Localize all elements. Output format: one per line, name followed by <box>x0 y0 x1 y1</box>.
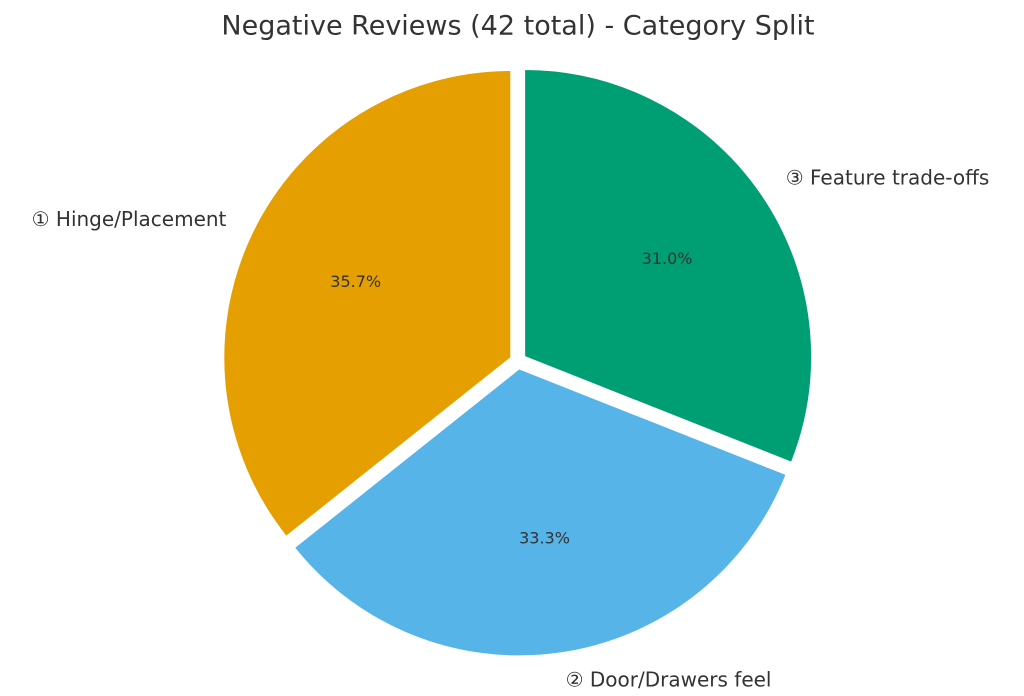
category-label: ③ Feature trade-offs <box>786 166 990 190</box>
chart-title: Negative Reviews (42 total) - Category S… <box>221 11 814 42</box>
pie-slice <box>293 368 787 657</box>
pie-slice <box>223 70 512 537</box>
value-label: 33.3% <box>519 529 570 548</box>
category-label: ② Door/Drawers feel <box>566 668 772 692</box>
value-label: 31.0% <box>642 249 693 268</box>
value-label: 35.7% <box>330 272 381 291</box>
pie-slice <box>524 69 813 463</box>
category-label: ① Hinge/Placement <box>32 207 227 231</box>
